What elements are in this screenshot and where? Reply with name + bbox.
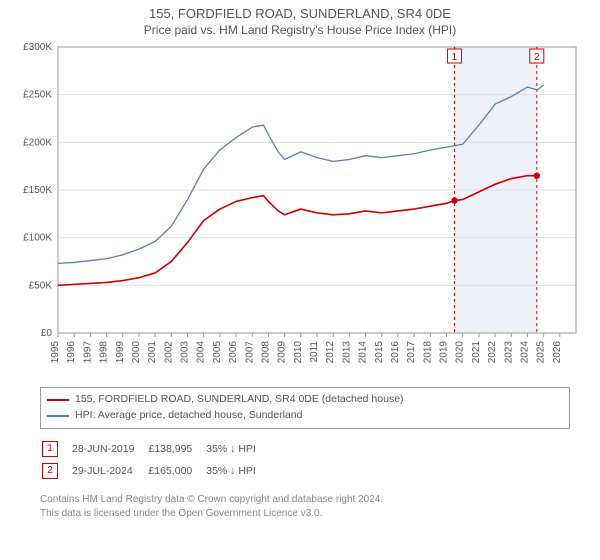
svg-text:2021: 2021 xyxy=(471,341,482,364)
svg-text:2013: 2013 xyxy=(341,341,352,364)
svg-text:2014: 2014 xyxy=(358,341,369,364)
svg-text:2010: 2010 xyxy=(293,341,304,364)
svg-text:2004: 2004 xyxy=(196,341,207,364)
marker-row: 229-JUL-2024£165,00035% ↓ HPI xyxy=(42,461,268,481)
line-chart-svg: £0 £50K £100K £150K £200K £250K £300K 1995 1996 1… xyxy=(10,41,590,381)
footer-attribution: Contains HM Land Registry data © Crown c… xyxy=(40,493,570,521)
svg-text:£300K: £300K xyxy=(23,42,52,53)
svg-text:2026: 2026 xyxy=(552,341,563,364)
svg-text:2001: 2001 xyxy=(147,341,158,364)
svg-text:1995: 1995 xyxy=(50,341,61,364)
markers-table: 128-JUN-2019£138,99535% ↓ HPI229-JUL-202… xyxy=(40,437,270,483)
legend-swatch xyxy=(47,399,69,401)
svg-text:2: 2 xyxy=(534,52,540,63)
svg-text:2018: 2018 xyxy=(422,341,433,364)
title-subtitle: Price paid vs. HM Land Registry's House … xyxy=(0,21,600,41)
svg-text:2011: 2011 xyxy=(309,341,320,363)
marker-pct: 35% ↓ HPI xyxy=(206,461,268,481)
svg-text:2020: 2020 xyxy=(455,341,466,364)
svg-text:2009: 2009 xyxy=(277,341,288,364)
legend-swatch xyxy=(47,415,69,417)
legend-label: HPI: Average price, detached house, Sund… xyxy=(75,408,302,424)
svg-text:2017: 2017 xyxy=(406,341,417,364)
svg-text:1: 1 xyxy=(452,52,458,63)
svg-text:2025: 2025 xyxy=(536,341,547,364)
svg-text:£50K: £50K xyxy=(29,280,53,291)
title-address: 155, FORDFIELD ROAD, SUNDERLAND, SR4 0DE xyxy=(0,0,600,21)
svg-text:2002: 2002 xyxy=(163,341,174,364)
svg-text:2006: 2006 xyxy=(228,341,239,364)
marker-badge: 2 xyxy=(42,461,70,481)
svg-text:1996: 1996 xyxy=(66,341,77,364)
legend-item: HPI: Average price, detached house, Sund… xyxy=(47,408,563,424)
svg-text:£150K: £150K xyxy=(23,185,52,196)
marker-date: 28-JUN-2019 xyxy=(72,439,146,459)
svg-text:1998: 1998 xyxy=(99,341,110,364)
svg-text:2019: 2019 xyxy=(439,341,450,364)
svg-text:2012: 2012 xyxy=(325,341,336,364)
marker-pct: 35% ↓ HPI xyxy=(206,439,268,459)
svg-text:£0: £0 xyxy=(41,328,53,339)
svg-text:2022: 2022 xyxy=(487,341,498,364)
svg-text:2024: 2024 xyxy=(519,341,530,364)
svg-text:£200K: £200K xyxy=(23,137,52,148)
legend-label: 155, FORDFIELD ROAD, SUNDERLAND, SR4 0DE… xyxy=(75,392,404,408)
svg-text:2015: 2015 xyxy=(374,341,385,364)
footer-line-2: This data is licensed under the Open Gov… xyxy=(40,507,570,521)
marker-price: £165,000 xyxy=(148,461,204,481)
svg-text:2003: 2003 xyxy=(180,341,191,364)
svg-text:2023: 2023 xyxy=(503,341,514,364)
chart-container: 155, FORDFIELD ROAD, SUNDERLAND, SR4 0DE… xyxy=(0,0,600,560)
svg-text:2007: 2007 xyxy=(244,341,255,364)
marker-badge: 1 xyxy=(42,439,70,459)
footer-line-1: Contains HM Land Registry data © Crown c… xyxy=(40,493,570,507)
marker-row: 128-JUN-2019£138,99535% ↓ HPI xyxy=(42,439,268,459)
legend-item: 155, FORDFIELD ROAD, SUNDERLAND, SR4 0DE… xyxy=(47,392,563,408)
chart-area: £0 £50K £100K £150K £200K £250K £300K 1995 1996 1… xyxy=(10,41,590,381)
svg-text:2016: 2016 xyxy=(390,341,401,364)
svg-text:2005: 2005 xyxy=(212,341,223,364)
marker-date: 29-JUL-2024 xyxy=(72,461,146,481)
legend-box: 155, FORDFIELD ROAD, SUNDERLAND, SR4 0DE… xyxy=(40,387,570,429)
marker-price: £138,995 xyxy=(148,439,204,459)
svg-text:2008: 2008 xyxy=(260,341,271,364)
svg-text:£100K: £100K xyxy=(23,233,52,244)
svg-text:£250K: £250K xyxy=(23,90,52,101)
svg-text:1997: 1997 xyxy=(82,341,93,364)
svg-text:2000: 2000 xyxy=(131,341,142,364)
svg-text:1999: 1999 xyxy=(115,341,126,364)
